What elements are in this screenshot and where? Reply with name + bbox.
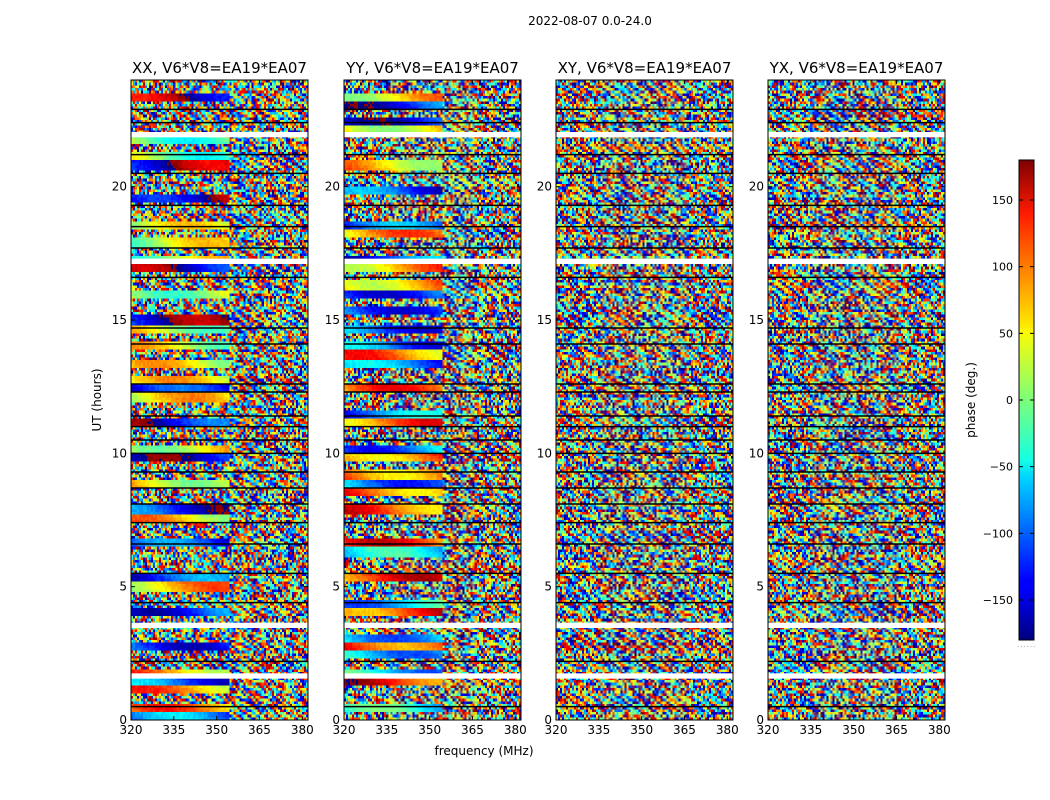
- figure-title: 2022-08-07 0.0-24.0: [0, 14, 1050, 28]
- x-tick-label: 380: [928, 723, 951, 737]
- flagged-gap-band: [131, 132, 308, 137]
- x-tick-label: 380: [291, 723, 314, 737]
- flagged-gap-band: [131, 259, 308, 264]
- flagged-gap-band: [768, 623, 945, 628]
- flagged-gap-band: [556, 673, 733, 678]
- colorbar-tick-label: 0: [1006, 394, 1013, 407]
- colorbar-tick-label: −50: [990, 461, 1013, 474]
- x-tick-label: 365: [885, 723, 908, 737]
- y-tick-label: 15: [537, 313, 552, 327]
- flagged-gap-band: [768, 259, 945, 264]
- flagged-gap-band: [768, 673, 945, 678]
- x-axis-label: frequency (MHz): [434, 744, 533, 758]
- panel-title: XX, V6*V8=EA19*EA07: [132, 59, 307, 77]
- x-tick-label: 335: [799, 723, 822, 737]
- colorbar-label: phase (deg.): [964, 362, 978, 438]
- flagged-gap-band: [131, 673, 308, 678]
- x-tick-label: 380: [504, 723, 527, 737]
- panels-layer: XX, V6*V8=EA19*EA07320 335 350 365 380051015…: [112, 59, 951, 737]
- panel-yy: YY, V6*V8=EA19*EA07320 335 350 365 380051015…: [325, 59, 527, 737]
- panel-xx: XX, V6*V8=EA19*EA07320 335 350 365 380051015…: [112, 59, 314, 737]
- panel-yx: YX, V6*V8=EA19*EA07320 335 350 365 380051015…: [749, 59, 951, 737]
- y-tick-label: 10: [112, 446, 127, 460]
- y-tick-label: 15: [749, 313, 764, 327]
- phase-figure: XX, V6*V8=EA19*EA07320 335 350 365 380051015…: [0, 0, 1050, 800]
- x-tick-label: 365: [461, 723, 484, 737]
- x-tick-label: 350: [205, 723, 228, 737]
- y-tick-label: 20: [325, 180, 340, 194]
- panel-title: YX, V6*V8=EA19*EA07: [769, 59, 944, 77]
- y-tick-label: 0: [756, 713, 764, 727]
- y-tick-label: 0: [332, 713, 340, 727]
- x-tick-label: 380: [716, 723, 739, 737]
- colorbar: −150 −100 −50 0 50 100 150: [983, 160, 1034, 640]
- colorbar-tick-label: −150: [983, 594, 1013, 607]
- flagged-gap-band: [556, 132, 733, 137]
- y-tick-label: 20: [749, 180, 764, 194]
- y-tick-label: 20: [112, 180, 127, 194]
- x-tick-label: 365: [248, 723, 271, 737]
- colorbar-tick-label: 100: [992, 261, 1013, 274]
- colorbar-tick-label: 50: [999, 327, 1013, 340]
- y-tick-label: 5: [756, 580, 764, 594]
- y-tick-label: 0: [119, 713, 127, 727]
- x-tick-label: 350: [842, 723, 865, 737]
- x-tick-label: 350: [630, 723, 653, 737]
- y-tick-label: 5: [332, 580, 340, 594]
- colorbar-tick-label: −100: [983, 527, 1013, 540]
- flagged-gap-band: [131, 623, 308, 628]
- y-tick-label: 5: [119, 580, 127, 594]
- y-tick-label: 10: [325, 446, 340, 460]
- y-tick-label: 20: [537, 180, 552, 194]
- colorbar-tick-label: 150: [992, 194, 1013, 207]
- y-axis-label: UT (hours): [90, 368, 104, 431]
- panel-title: YY, V6*V8=EA19*EA07: [345, 59, 519, 77]
- panel-title: XY, V6*V8=EA19*EA07: [558, 59, 732, 77]
- x-tick-label: 335: [375, 723, 398, 737]
- flagged-gap-band: [344, 673, 521, 678]
- y-tick-label: 10: [749, 446, 764, 460]
- y-tick-label: 0: [544, 713, 552, 727]
- flagged-gap-band: [344, 132, 521, 137]
- flagged-gap-band: [556, 259, 733, 264]
- colorbar-extend-marker: ......: [1017, 641, 1036, 649]
- x-tick-label: 335: [162, 723, 185, 737]
- y-tick-label: 10: [537, 446, 552, 460]
- x-tick-label: 365: [673, 723, 696, 737]
- flagged-gap-band: [344, 623, 521, 628]
- y-tick-label: 15: [325, 313, 340, 327]
- flagged-gap-band: [556, 623, 733, 628]
- x-tick-label: 350: [418, 723, 441, 737]
- flagged-gap-band: [344, 259, 521, 264]
- flagged-gap-band: [768, 132, 945, 137]
- y-tick-label: 15: [112, 313, 127, 327]
- x-tick-label: 335: [587, 723, 610, 737]
- panel-xy: XY, V6*V8=EA19*EA07320 335 350 365 380051015…: [537, 59, 739, 737]
- y-tick-label: 5: [544, 580, 552, 594]
